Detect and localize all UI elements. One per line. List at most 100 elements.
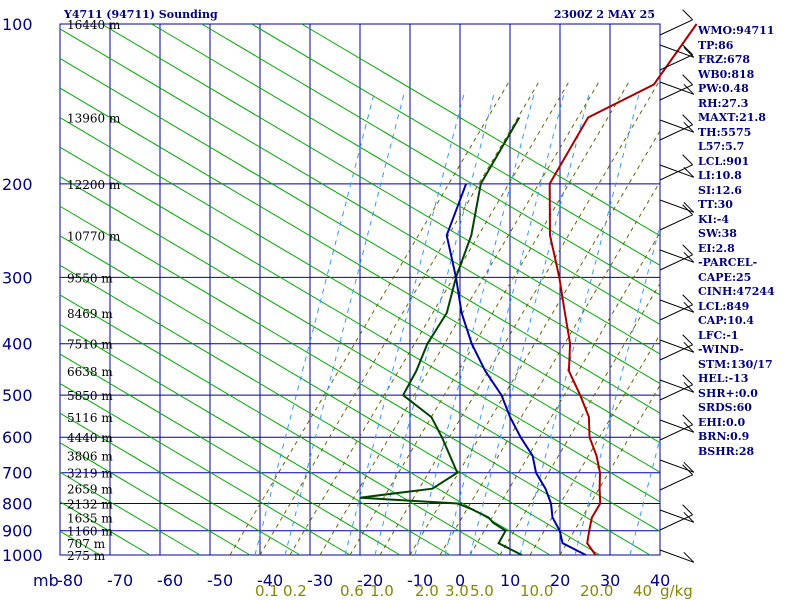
stats-panel: WMO:94711 TP:86 FRZ:678 WB0:818 PW:0.48 RH:27…: [698, 24, 798, 459]
dewpoint-line: [359, 116, 523, 556]
wind-barb: [659, 549, 694, 563]
stat-line: TH:5575: [698, 125, 752, 139]
wind-barb-flag: [683, 83, 695, 95]
wind-barb: [659, 474, 693, 491]
stat-line: CAPE:25: [698, 270, 752, 284]
dry-adiabat-line: [59, 501, 151, 556]
stat-line: LI:10.8: [698, 169, 742, 182]
moist-adiabat-line: [559, 385, 661, 556]
stat-line: RH:27.3: [698, 96, 749, 110]
stat-line: LFC:-1: [698, 328, 739, 342]
stat-line: BRN:0.9: [698, 430, 750, 443]
height-label: 5116 m: [67, 411, 113, 425]
mixing-ratio-line: [629, 438, 661, 556]
sounding-datetime: 2300Z 2 MAY 25: [553, 8, 655, 21]
stat-line: TT:30: [698, 198, 733, 211]
moist-adiabat-line: [469, 232, 661, 556]
wind-barb-flag: [682, 504, 693, 516]
dry-adiabat-line: [59, 530, 101, 556]
wind-barb: [659, 384, 693, 401]
height-label: 12200 m: [67, 178, 121, 192]
wind-barb-flag: [683, 201, 695, 213]
wind-barb-flag: [682, 414, 693, 426]
dry-adiabat-line: [301, 23, 661, 237]
pressure-tick-label: 800: [2, 495, 33, 514]
pressure-tick-label: 700: [2, 464, 33, 483]
mixing-ratio-label: 2.0: [415, 582, 439, 600]
dry-adiabat-line: [59, 353, 401, 556]
moist-adiabat-line: [319, 79, 601, 556]
dry-adiabat-line: [59, 324, 451, 556]
dry-adiabat-line: [251, 23, 661, 266]
wind-barb-flag: [683, 381, 695, 393]
wind-barb: [659, 81, 694, 95]
height-label: 2659 m: [67, 483, 113, 497]
sounding-profiles: [359, 23, 698, 556]
height-label: 6638 m: [67, 365, 113, 379]
mixing-ratio-label: 20.0: [580, 582, 613, 600]
dry-adiabat-line: [151, 23, 661, 325]
height-label: 8469 m: [67, 307, 113, 321]
dry-adiabat-line: [59, 87, 661, 444]
wind-barb-flag: [682, 44, 693, 56]
height-label: 4440 m: [67, 431, 113, 445]
stat-line: CINH:47244: [698, 285, 775, 298]
temperature-tick-label: -60: [157, 571, 183, 590]
height-label: 275 m: [67, 549, 106, 563]
wind-barb: [659, 344, 693, 361]
temperature-tick-label: 10: [500, 571, 520, 590]
mixing-ratio-label: 3.0: [445, 582, 469, 600]
height-label: 707 m: [67, 537, 106, 551]
wind-barb-flag: [683, 121, 695, 133]
stat-line: SHR+:0.0: [698, 386, 758, 400]
wind-barb-flag: [682, 9, 693, 21]
moist-adiabat-line: [529, 334, 661, 556]
dry-adiabat-line: [59, 412, 301, 556]
mixing-ratio-label: 10.0: [520, 582, 553, 600]
stat-line: PW:0.48: [698, 82, 749, 95]
temperature-tick-label: -40: [257, 571, 283, 590]
stat-line: EI:2.8: [698, 241, 735, 255]
temperature-tick-label: 20: [550, 571, 570, 590]
wind-barb-flag: [683, 341, 695, 353]
temperature-tick-label: -70: [107, 571, 133, 590]
stat-line: EHI:0.0: [698, 415, 746, 429]
height-label: 10770 m: [67, 229, 121, 243]
temperature-line: [548, 23, 698, 556]
mixing-ratio-line: [574, 225, 661, 556]
wind-barb-flag: [683, 421, 695, 433]
wind-barb: [659, 119, 694, 133]
dry-adiabat-line: [59, 28, 661, 385]
temperature-tick-label: -50: [207, 571, 233, 590]
stat-line: STM:130/17: [698, 357, 773, 371]
wind-barb-flag: [683, 166, 695, 178]
stat-line: LCL:901: [698, 154, 750, 168]
mixing-ratio-label: 0.2: [283, 582, 307, 600]
wind-barb: [659, 214, 693, 231]
mixing-ratio-line: [254, 89, 376, 556]
wind-barb-flag: [682, 204, 693, 216]
height-label: 7510 m: [67, 338, 113, 352]
wind-barb: [659, 299, 694, 313]
dry-adiabat-line: [59, 146, 661, 503]
height-label: 16440 m: [67, 18, 121, 32]
stat-line: BSHR:28: [698, 444, 755, 458]
moist-adiabat-line: [409, 130, 661, 556]
wind-barb-flag: [682, 74, 693, 86]
sounding-title: Y4711 (94711) Sounding: [64, 8, 218, 21]
wind-barb-flag: [682, 114, 693, 126]
wind-barb: [659, 339, 694, 353]
stat-line: -PARCEL-: [698, 256, 758, 269]
wind-barb: [659, 514, 693, 531]
pressure-tick-label: 1000: [2, 546, 43, 565]
stat-line: CAP:10.4: [698, 314, 755, 327]
dry-adiabat-line: [59, 58, 661, 414]
mixing-ratio-label: 0.6: [340, 582, 364, 600]
stat-line: SW:38: [698, 227, 737, 240]
mixing-ratio-line: [469, 89, 591, 556]
temperature-tick-label: 30: [600, 571, 620, 590]
pressure-tick-label: 500: [2, 386, 33, 405]
moist-adiabat-line: [349, 79, 631, 556]
